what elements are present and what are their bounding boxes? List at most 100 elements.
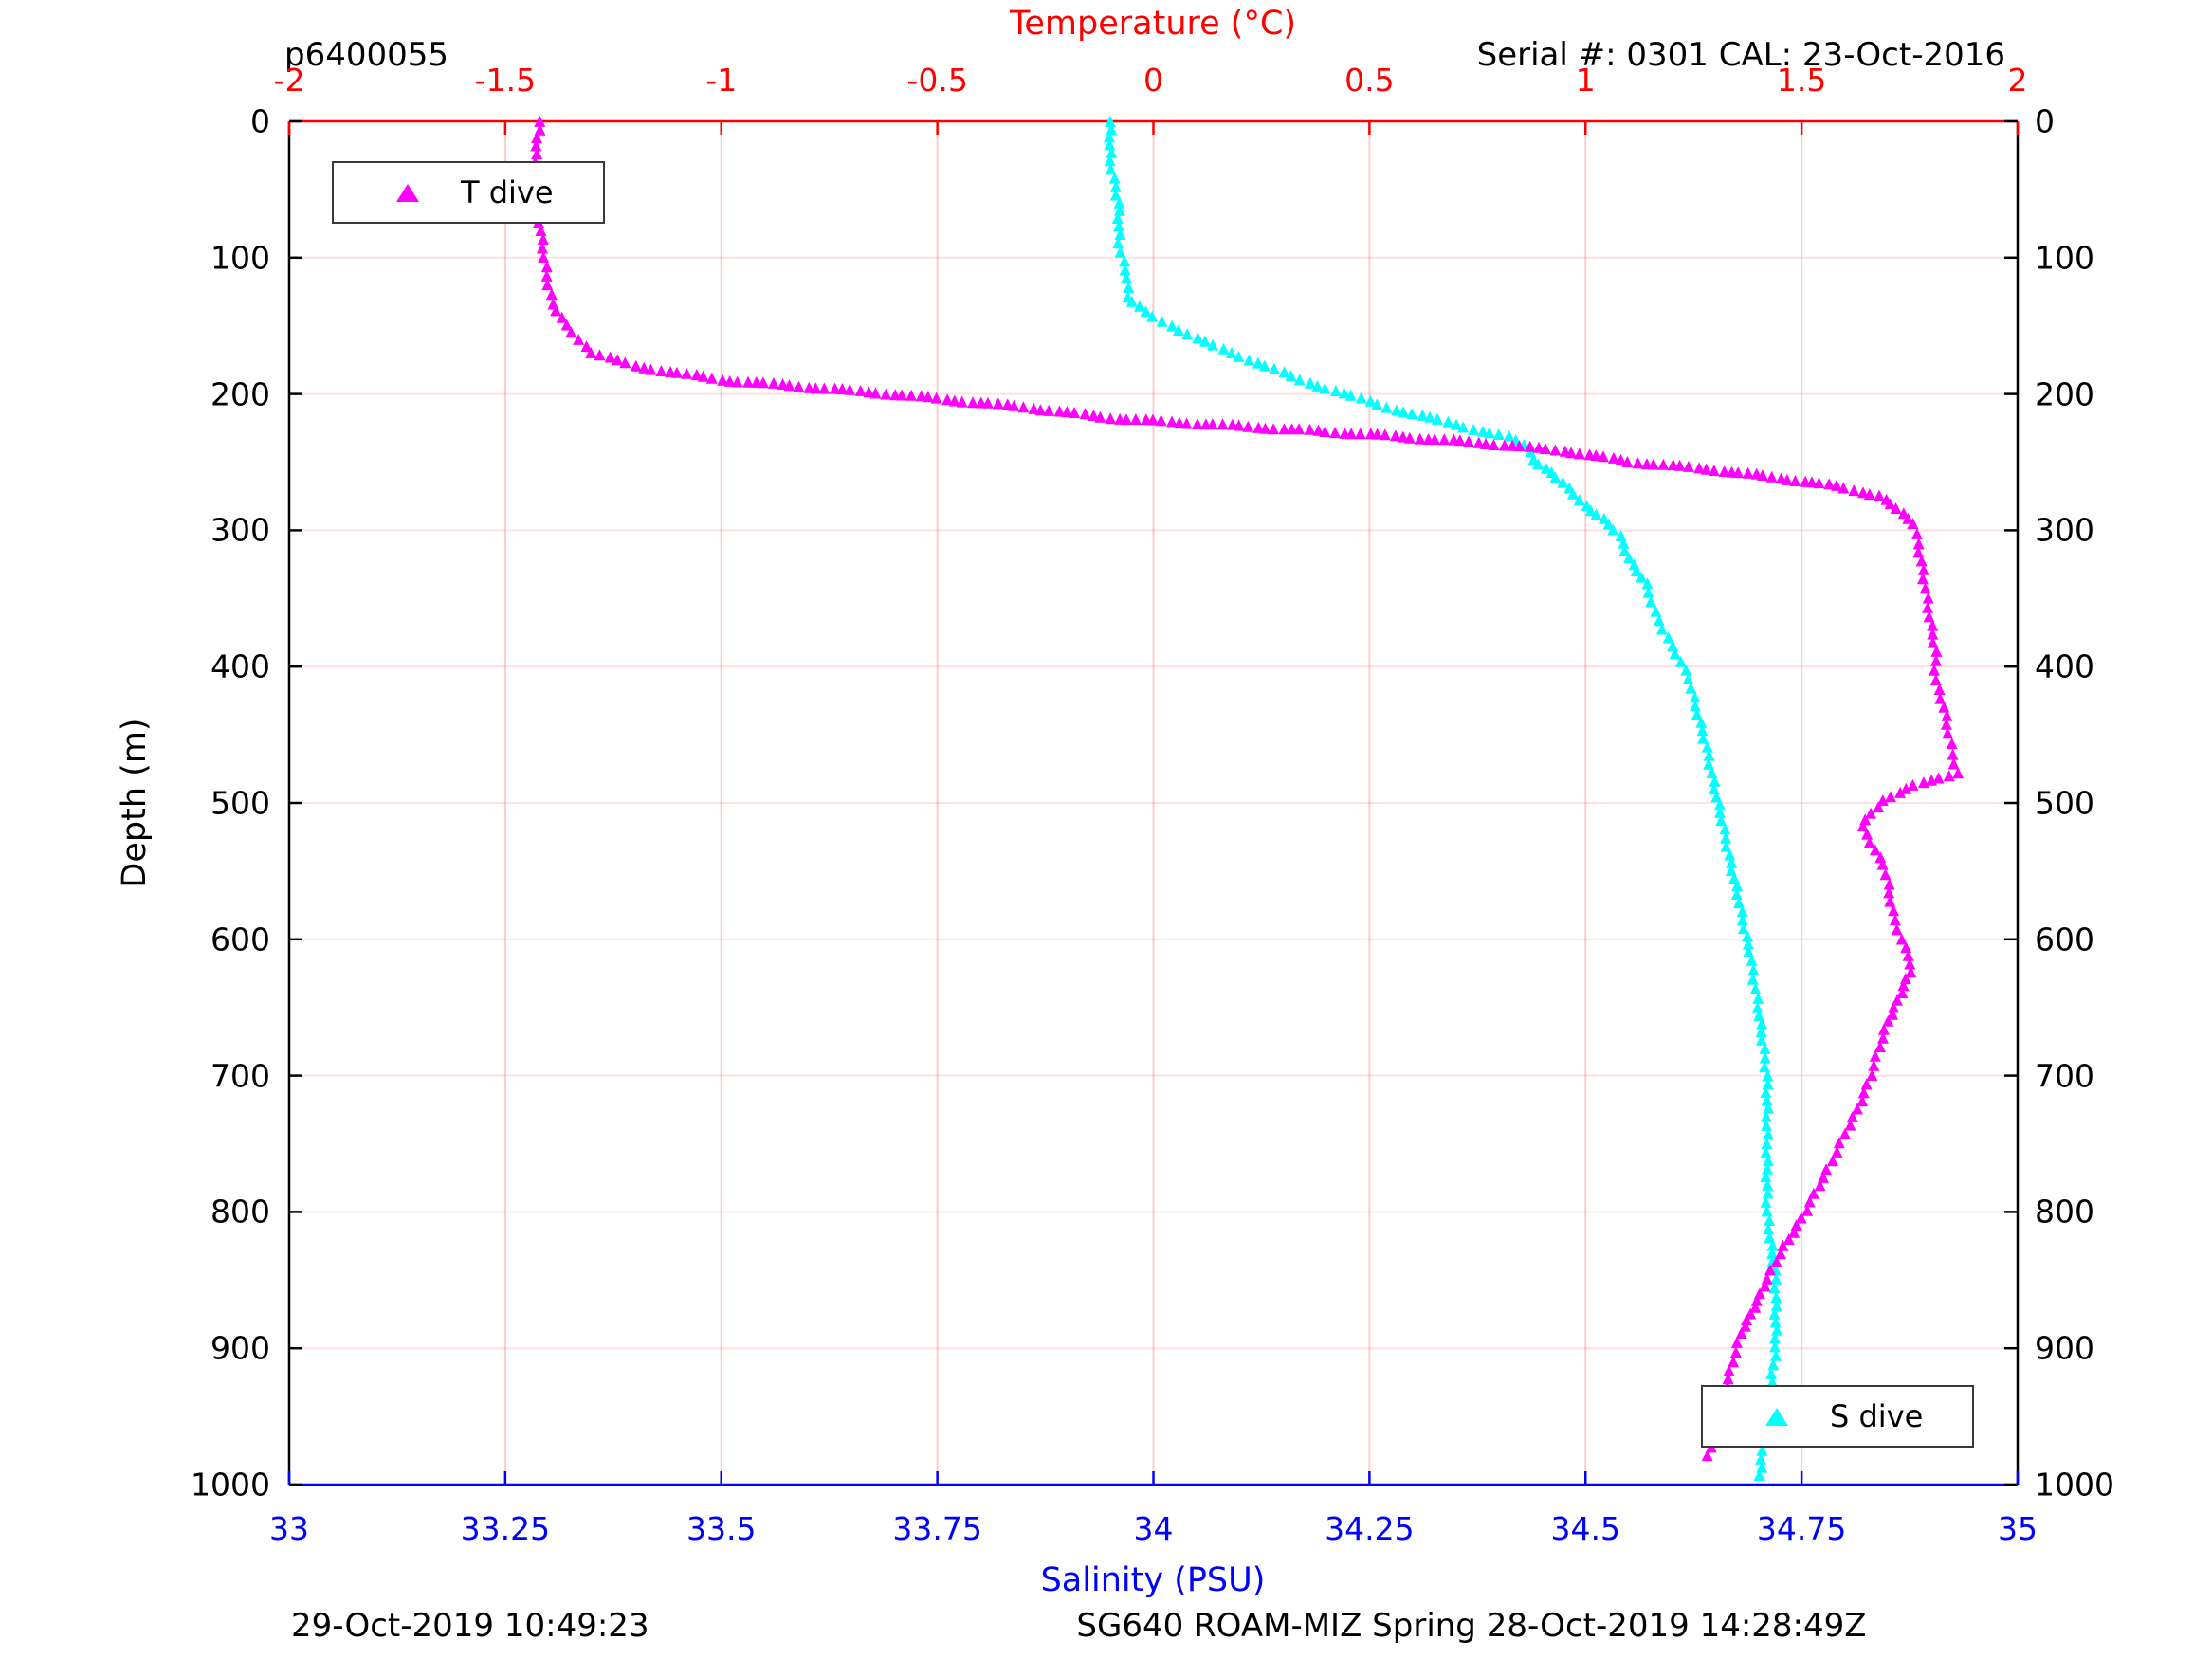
- series-marker: [1837, 482, 1850, 494]
- series-marker: [534, 123, 546, 136]
- series-marker: [1902, 949, 1914, 961]
- series-marker: [1902, 512, 1914, 524]
- salinity-axis-title: Salinity (PSU): [1040, 1561, 1266, 1599]
- series-marker: [1743, 945, 1755, 957]
- series-marker: [1112, 237, 1124, 249]
- series-marker: [1755, 1452, 1767, 1465]
- series-marker: [1731, 880, 1744, 892]
- series-marker: [1759, 1051, 1771, 1064]
- series-marker: [705, 372, 718, 384]
- series-marker: [1233, 350, 1245, 362]
- series-marker: [1424, 410, 1436, 423]
- series-marker: [1767, 1358, 1780, 1371]
- series-marker: [1884, 895, 1896, 907]
- series-marker: [1838, 1127, 1851, 1139]
- series-marker: [1524, 440, 1536, 452]
- series-marker: [1930, 654, 1942, 666]
- series-marker: [1912, 546, 1925, 558]
- series-marker: [1344, 389, 1357, 401]
- series-marker: [1742, 466, 1754, 479]
- depth-tick-label-left: 100: [210, 239, 270, 277]
- series-marker: [1946, 738, 1958, 750]
- series-marker: [1752, 992, 1764, 1004]
- series-marker: [1304, 376, 1316, 389]
- series-marker: [1929, 674, 1942, 685]
- series-marker: [1647, 458, 1659, 470]
- series-marker: [1750, 1294, 1763, 1306]
- series-marker: [1897, 979, 1910, 992]
- series-marker: [1285, 370, 1297, 381]
- series-marker: [1121, 271, 1132, 283]
- t-dive-series: [528, 115, 1965, 1462]
- series-marker: [1034, 404, 1047, 416]
- series-marker: [1934, 692, 1947, 704]
- series-marker: [1860, 1078, 1873, 1090]
- series-marker: [1607, 523, 1619, 536]
- series-marker: [1742, 930, 1753, 942]
- series-marker: [1929, 664, 1940, 676]
- series-marker: [1607, 451, 1619, 464]
- series-marker: [1759, 1280, 1771, 1292]
- series-marker: [1674, 655, 1687, 667]
- series-marker: [1756, 1033, 1767, 1046]
- series-marker: [1844, 1119, 1856, 1131]
- series-marker: [1768, 1282, 1781, 1294]
- series-marker: [1761, 1094, 1773, 1106]
- series-marker: [681, 367, 693, 379]
- sal-tick-label: 34: [1133, 1510, 1174, 1547]
- series-marker: [1947, 757, 1960, 770]
- series-marker: [1119, 264, 1131, 276]
- series-marker: [1155, 414, 1167, 427]
- series-marker: [717, 374, 729, 386]
- series-marker: [1278, 366, 1290, 378]
- series-marker: [1890, 502, 1902, 514]
- series-marker: [1942, 727, 1954, 739]
- series-marker: [1451, 418, 1463, 430]
- series-marker: [573, 333, 585, 345]
- series-marker: [1293, 374, 1306, 386]
- series-marker: [1882, 1014, 1894, 1027]
- series-marker: [1463, 435, 1474, 447]
- series-marker: [1833, 1137, 1845, 1149]
- temp-tick-label: -2: [273, 62, 305, 99]
- series-marker: [777, 378, 789, 390]
- series-marker: [697, 370, 709, 382]
- series-marker: [1642, 586, 1654, 598]
- series-marker: [1884, 498, 1896, 510]
- series-marker: [1364, 394, 1377, 407]
- series-marker: [1557, 476, 1569, 488]
- series-marker: [1252, 356, 1264, 369]
- series-marker: [1760, 1195, 1772, 1208]
- series-marker: [1371, 428, 1383, 440]
- series-marker: [1818, 1171, 1829, 1183]
- series-marker: [565, 326, 577, 338]
- series-marker: [531, 132, 543, 144]
- series-marker: [1883, 878, 1895, 890]
- series-marker: [829, 382, 841, 394]
- series-marker: [1917, 776, 1929, 789]
- series-marker: [731, 375, 743, 388]
- series-marker: [1868, 1059, 1880, 1071]
- series-marker: [1166, 319, 1179, 332]
- depth-tick-label-right: 100: [2035, 239, 2094, 277]
- series-marker: [1876, 794, 1889, 806]
- series-marker: [1927, 619, 1939, 631]
- series-marker: [1746, 973, 1759, 985]
- series-marker: [1181, 328, 1194, 340]
- series-marker: [1770, 1255, 1782, 1267]
- series-marker: [1391, 404, 1403, 416]
- series-marker: [1133, 300, 1145, 312]
- series-marker: [1657, 458, 1670, 470]
- depth-tick-label-left: 600: [210, 921, 270, 958]
- series-marker: [948, 394, 960, 407]
- series-marker: [1623, 552, 1636, 563]
- series-marker: [1598, 450, 1609, 463]
- series-marker: [1760, 1146, 1772, 1158]
- series-marker: [1759, 1061, 1771, 1073]
- series-marker: [1759, 1042, 1771, 1054]
- series-marker: [1915, 555, 1928, 567]
- depth-tick-label-right: 1000: [2035, 1466, 2114, 1504]
- series-marker: [1940, 718, 1952, 730]
- series-marker: [1912, 538, 1925, 550]
